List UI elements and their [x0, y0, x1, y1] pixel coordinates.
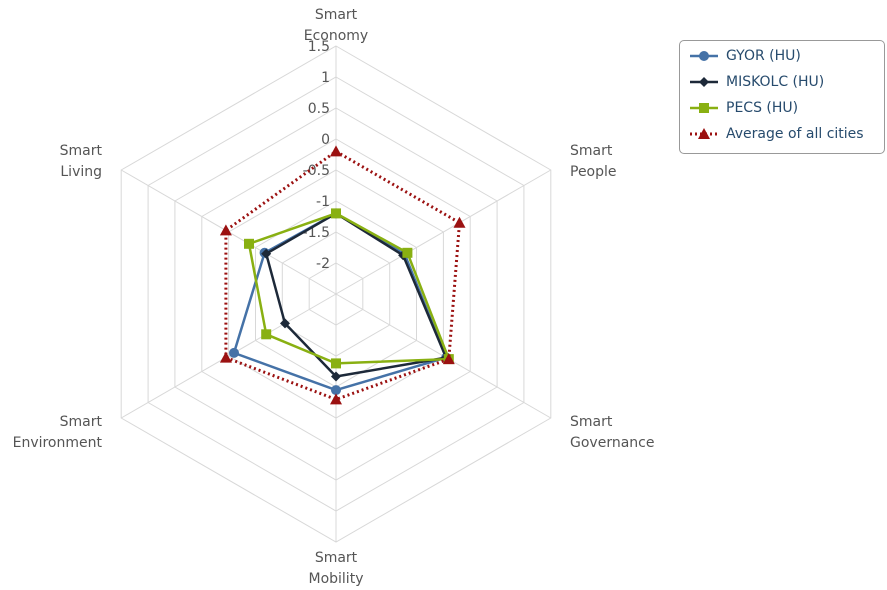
data-point: [402, 247, 413, 258]
legend-swatch: [690, 128, 718, 139]
category-label-line: Smart: [315, 7, 358, 23]
category-label: Smart Mobility: [309, 550, 364, 587]
legend-item[interactable]: Average of all cities: [688, 123, 864, 145]
legend-label: MISKOLC (HU): [726, 74, 825, 90]
data-point: [261, 248, 272, 259]
series-3: [219, 145, 466, 405]
legend-marker: [698, 128, 710, 139]
series-group: [219, 145, 466, 405]
category-label-line: Smart: [60, 143, 103, 159]
tick-label: -0.5: [303, 163, 330, 179]
category-label-line: Economy: [304, 28, 368, 44]
axis-spoke: [335, 169, 552, 295]
data-point: [219, 224, 232, 236]
legend-item[interactable]: MISKOLC (HU): [688, 71, 824, 93]
category-label-line: Environment: [13, 435, 103, 451]
tick-label: 1.5: [308, 39, 330, 55]
data-point: [331, 371, 341, 382]
data-point: [453, 216, 466, 228]
tick-label: -1.5: [303, 225, 330, 241]
category-label-line: Mobility: [309, 571, 364, 587]
legend-item[interactable]: PECS (HU): [688, 97, 798, 119]
legend-swatch: [690, 51, 718, 61]
data-point: [330, 393, 342, 405]
category-label-line: Smart: [570, 414, 613, 430]
tick-label: 1: [321, 70, 330, 86]
category-label-line: Smart: [570, 143, 613, 159]
legend-label: Average of all cities: [726, 126, 864, 142]
data-point: [219, 351, 232, 363]
data-point: [330, 145, 342, 157]
data-point: [261, 329, 272, 340]
data-point: [280, 318, 290, 329]
radar-axes: [120, 46, 552, 542]
category-label-line: People: [570, 164, 617, 180]
category-label-line: Smart: [315, 550, 358, 566]
data-point: [331, 358, 341, 369]
legend-swatch: [690, 103, 718, 113]
legend-marker: [699, 51, 709, 61]
axis-spoke: [120, 293, 337, 419]
category-label: Smart Environment: [13, 414, 103, 451]
data-point: [229, 347, 239, 358]
data-point: [331, 208, 341, 219]
category-label-line: Living: [60, 164, 102, 180]
legend-swatch: [690, 77, 718, 87]
legend-label: PECS (HU): [726, 100, 799, 116]
category-label: Smart Economy: [304, 7, 368, 44]
legend: GYOR (HU) MISKOLC (HU) PECS (HU) Average of…: [679, 40, 885, 154]
legend-marker: [699, 77, 709, 87]
data-point: [331, 385, 341, 396]
tick-label: 0: [321, 132, 330, 148]
category-label-line: Smart: [60, 414, 103, 430]
legend-item[interactable]: GYOR (HU): [688, 45, 801, 67]
category-label: Smart Governance: [570, 414, 654, 451]
category-label: Smart People: [570, 143, 617, 180]
legend-label: GYOR (HU): [726, 48, 801, 64]
tick-label: -2: [316, 256, 330, 272]
series-line: [264, 211, 448, 378]
legend-marker: [699, 103, 709, 113]
category-label: Smart Living: [60, 143, 103, 180]
data-point: [244, 238, 254, 249]
tick-label: 0.5: [308, 101, 330, 117]
data-point: [442, 353, 455, 365]
tick-label: -1: [316, 194, 330, 210]
category-label-line: Governance: [570, 435, 654, 451]
